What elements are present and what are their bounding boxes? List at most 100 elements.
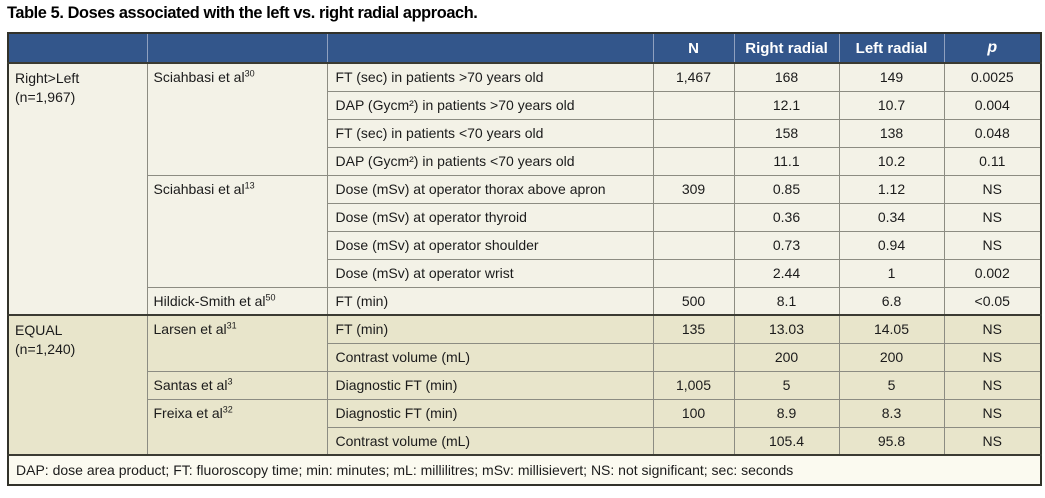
left-radial-cell: 10.2: [838, 146, 945, 176]
left-radial-cell: 200: [838, 342, 945, 372]
left-radial-cell: 0.94: [838, 230, 945, 260]
header-cell-study: [146, 33, 328, 64]
header-row: N Right radial Left radial p: [7, 33, 1042, 64]
footnote-text: DAP: dose area product; FT: fluoroscopy …: [7, 454, 1042, 486]
table-row: Hildick-Smith et al50 FT (min) 500 8.1 6…: [8, 286, 1042, 316]
table-row: Dose (mSv) at operator shoulder 0.73 0.9…: [8, 230, 1042, 260]
n-cell: 100: [652, 398, 735, 428]
measure-cell: Dose (mSv) at operator shoulder: [326, 230, 654, 260]
study-cell: Sciahbasi et al13: [146, 174, 328, 288]
table-row: DAP (Gycm²) in patients >70 years old 12…: [8, 90, 1042, 120]
right-radial-cell: 0.73: [733, 230, 840, 260]
n-cell: [652, 118, 735, 148]
right-radial-cell: 105.4: [733, 426, 840, 456]
study-cell: Larsen et al31: [146, 314, 328, 372]
p-cell: NS: [943, 314, 1042, 344]
study-ref: 13: [244, 179, 255, 190]
table-row: Santas et al3 Diagnostic FT (min) 1,005 …: [8, 370, 1042, 400]
table-title: Table 5. Doses associated with the left …: [7, 3, 478, 22]
left-radial-cell: 149: [838, 62, 945, 92]
right-radial-cell: 0.85: [733, 174, 840, 204]
p-cell: NS: [943, 342, 1042, 372]
right-radial-cell: 13.03: [733, 314, 840, 344]
measure-cell: Dose (mSv) at operator wrist: [326, 258, 654, 288]
study-name: Sciahbasi et al: [153, 180, 245, 197]
n-cell: [652, 230, 735, 260]
study-ref: 32: [222, 403, 233, 414]
group-cell-equal: EQUAL (n=1,240): [7, 314, 148, 456]
measure-cell: Contrast volume (mL): [326, 426, 654, 456]
header-cell-measure: [326, 33, 654, 64]
right-radial-cell: 168: [733, 62, 840, 92]
measure-cell: FT (sec) in patients >70 years old: [326, 62, 654, 92]
p-cell: <0.05: [943, 286, 1042, 316]
measure-cell: Diagnostic FT (min): [326, 370, 654, 400]
study-name: Hildick-Smith et al: [153, 292, 266, 309]
right-radial-cell: 2.44: [733, 258, 840, 288]
study-name: Freixa et al: [153, 404, 223, 421]
header-cell-right-radial: Right radial: [733, 33, 840, 64]
measure-cell: FT (sec) in patients <70 years old: [326, 118, 654, 148]
p-cell: NS: [943, 370, 1042, 400]
measure-cell: FT (min): [326, 314, 654, 344]
right-radial-cell: 8.1: [733, 286, 840, 316]
measure-cell: Diagnostic FT (min): [326, 398, 654, 428]
table-row: DAP (Gycm²) in patients <70 years old 11…: [8, 146, 1042, 176]
measure-cell: DAP (Gycm²) in patients <70 years old: [326, 146, 654, 176]
p-cell: NS: [943, 230, 1042, 260]
measure-cell: Contrast volume (mL): [326, 342, 654, 372]
p-cell: NS: [943, 202, 1042, 232]
table-row: Sciahbasi et al13 Dose (mSv) at operator…: [8, 174, 1042, 288]
page: Table 5. Doses associated with the left …: [7, 3, 1042, 486]
right-radial-cell: 5: [733, 370, 840, 400]
group-label-line1: Right>Left: [15, 70, 80, 86]
p-cell: 0.002: [943, 258, 1042, 288]
header-cell-left-radial: Left radial: [838, 33, 945, 64]
study-name: Larsen et al: [153, 321, 227, 337]
table-row: Freixa et al32 Diagnostic FT (min) 100 8…: [8, 398, 1042, 456]
left-radial-cell: 8.3: [838, 398, 945, 428]
measure-cell: Dose (mSv) at operator thorax above apro…: [326, 174, 654, 204]
right-radial-cell: 0.36: [733, 202, 840, 232]
group-label-line2: (n=1,240): [15, 340, 76, 357]
p-cell: 0.0025: [943, 62, 1042, 92]
left-radial-cell: 95.8: [838, 426, 945, 456]
table-row: EQUAL (n=1,240) Larsen et al31 FT (min) …: [7, 314, 1042, 456]
study-cell: Hildick-Smith et al50: [146, 286, 328, 316]
n-cell: 309: [652, 174, 735, 204]
study-cell: Sciahbasi et al30: [146, 62, 328, 176]
p-cell: 0.048: [943, 118, 1042, 148]
table-row: Contrast volume (mL) 105.4 95.8 NS: [8, 426, 1042, 456]
left-radial-cell: 138: [838, 118, 945, 148]
p-cell: NS: [943, 398, 1042, 428]
study-name: Santas et al: [153, 376, 228, 393]
table-row: Contrast volume (mL) 200 200 NS: [8, 342, 1042, 372]
measure-cell: Dose (mSv) at operator thyroid: [326, 202, 654, 232]
study-cell: Santas et al3: [146, 370, 328, 400]
p-cell: NS: [943, 174, 1042, 204]
table-row: Right>Left (n=1,967) Sciahbasi et al30 F…: [7, 62, 1042, 316]
study-ref: 30: [244, 68, 255, 79]
right-radial-cell: 12.1: [733, 90, 840, 120]
footnote-row: DAP: dose area product; FT: fluoroscopy …: [7, 454, 1042, 486]
n-cell: [652, 342, 735, 372]
n-cell: 1,005: [652, 370, 735, 400]
study-ref: 3: [227, 375, 233, 386]
p-cell: 0.11: [943, 146, 1042, 176]
group-label-line2: (n=1,967): [15, 88, 76, 105]
p-cell: 0.004: [943, 90, 1042, 120]
study-ref: 50: [265, 291, 276, 302]
group-label-line1: EQUAL: [15, 322, 63, 338]
table-row: Dose (mSv) at operator thyroid 0.36 0.34…: [8, 202, 1042, 232]
n-cell: [652, 202, 735, 232]
n-cell: [652, 258, 735, 288]
study-ref: 31: [226, 320, 237, 331]
measure-cell: DAP (Gycm²) in patients >70 years old: [326, 90, 654, 120]
n-cell: [652, 426, 735, 456]
left-radial-cell: 1.12: [838, 174, 945, 204]
right-radial-cell: 200: [733, 342, 840, 372]
group-cell-right-left: Right>Left (n=1,967): [7, 62, 148, 316]
measure-cell: FT (min): [326, 286, 654, 316]
header-cell-p: p: [943, 33, 1042, 64]
left-radial-cell: 1: [838, 258, 945, 288]
